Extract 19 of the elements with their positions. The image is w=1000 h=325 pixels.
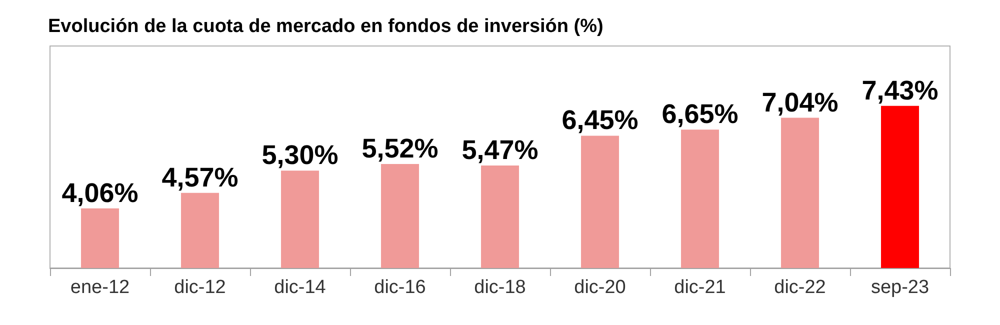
data-label: 5,47% xyxy=(462,135,538,166)
data-label: 4,06% xyxy=(62,178,138,208)
data-label: 5,52% xyxy=(362,133,438,164)
x-tick-label: dic-20 xyxy=(574,277,626,298)
x-tick-label: dic-22 xyxy=(774,277,826,298)
x-tick-label: dic-21 xyxy=(674,277,726,298)
x-tick-label: dic-14 xyxy=(274,277,326,298)
data-label: 7,43% xyxy=(862,75,938,106)
data-label: 6,45% xyxy=(562,105,638,136)
x-tick-label: dic-12 xyxy=(174,277,226,298)
data-label: 7,04% xyxy=(762,87,838,118)
x-tick-label: ene-12 xyxy=(70,277,130,298)
data-label: 4,57% xyxy=(162,162,238,192)
x-tick-label: sep-23 xyxy=(870,277,930,298)
x-tick-label: dic-18 xyxy=(474,277,526,298)
chart-title: Evolución de la cuota de mercado en fondos de inversión (%) xyxy=(48,16,604,37)
x-tick-label: dic-16 xyxy=(374,277,426,298)
data-label: 5,30% xyxy=(262,140,338,170)
data-label: 6,65% xyxy=(662,99,738,130)
